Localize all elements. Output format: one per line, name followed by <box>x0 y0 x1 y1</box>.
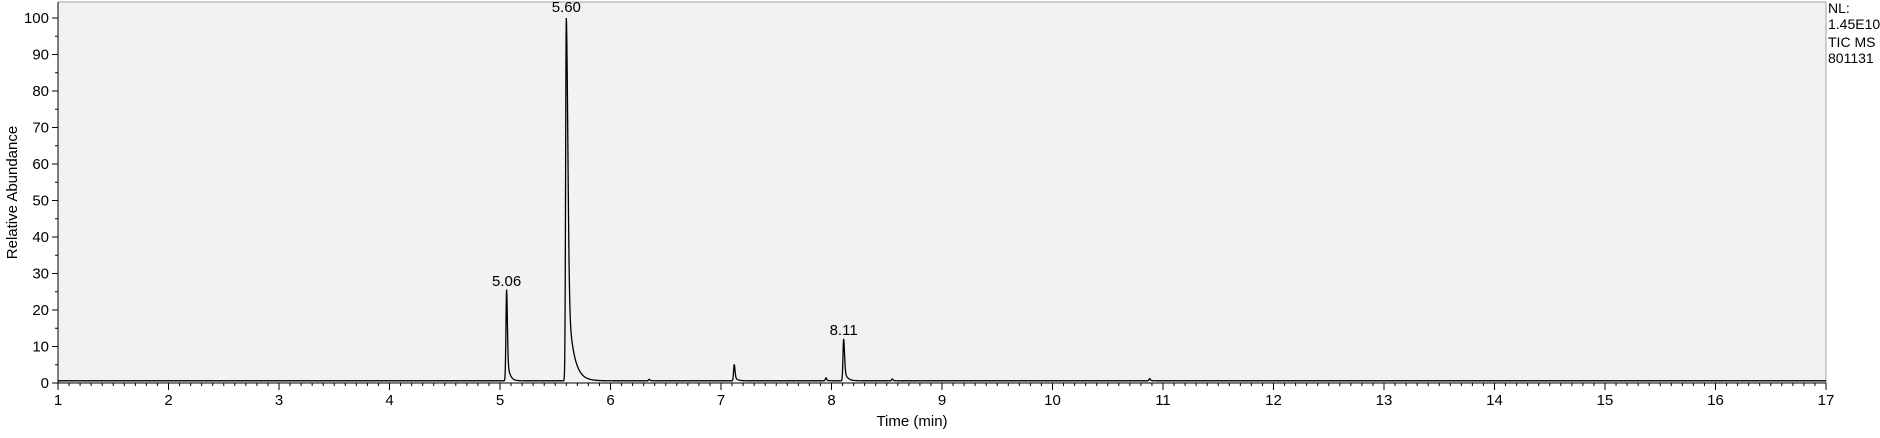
peak-labels: 5.06 5.60 8.11 <box>492 0 858 339</box>
y-tick-label: 90 <box>32 47 49 64</box>
scan-filter: TIC MS <box>1828 34 1875 50</box>
peak-label: 5.06 <box>492 273 521 290</box>
plot-area <box>57 1 1827 384</box>
peak-label: 8.11 <box>830 322 858 339</box>
x-tick-label: 16 <box>1707 392 1724 409</box>
x-tick-label: 3 <box>275 392 283 409</box>
x-tick-label: 2 <box>164 392 172 409</box>
x-tick-label: 6 <box>606 392 614 409</box>
x-tick-label: 15 <box>1597 392 1614 409</box>
y-tick-label: 10 <box>32 339 49 356</box>
y-tick-label: 30 <box>32 266 49 283</box>
x-tick-label: 13 <box>1376 392 1393 409</box>
nl-value: 1.45E10 <box>1828 16 1880 32</box>
x-tick-label: 9 <box>938 392 946 409</box>
y-axis-title: Relative Abundance <box>4 126 21 259</box>
tic-trace <box>58 17 1826 382</box>
x-tick-label: 12 <box>1265 392 1282 409</box>
nl-label: NL: <box>1828 0 1850 16</box>
x-tick-label: 1 <box>54 392 62 409</box>
y-axis: 0 10 20 30 40 50 60 70 80 90 100 <box>24 2 59 392</box>
x-tick-label: 4 <box>385 392 393 409</box>
x-tick-label: 17 <box>1818 392 1835 409</box>
x-axis-title: Time (min) <box>876 413 947 430</box>
y-tick-label: 70 <box>32 120 49 137</box>
y-tick-label: 40 <box>32 229 49 246</box>
x-tick-label: 10 <box>1044 392 1061 409</box>
file-name: 801131 <box>1828 50 1874 66</box>
tic-line <box>58 17 1826 382</box>
y-tick-label: 100 <box>24 10 49 27</box>
x-tick-label: 14 <box>1486 392 1503 409</box>
x-tick-label: 7 <box>717 392 725 409</box>
x-tick-label: 8 <box>827 392 835 409</box>
y-tick-label: 0 <box>41 375 49 392</box>
peak-label: 5.60 <box>552 0 581 16</box>
y-tick-label: 50 <box>32 193 49 210</box>
x-tick-label: 5 <box>496 392 504 409</box>
scan-info: NL: 1.45E10 TIC MS 801131 <box>1828 0 1880 66</box>
x-tick-label: 11 <box>1155 392 1171 409</box>
y-tick-label: 20 <box>32 302 49 319</box>
y-tick-label: 60 <box>32 156 49 173</box>
y-tick-label: 80 <box>32 83 49 100</box>
x-axis: 1 2 3 4 5 6 7 8 9 10 11 12 13 14 15 16 17 <box>54 382 1835 409</box>
